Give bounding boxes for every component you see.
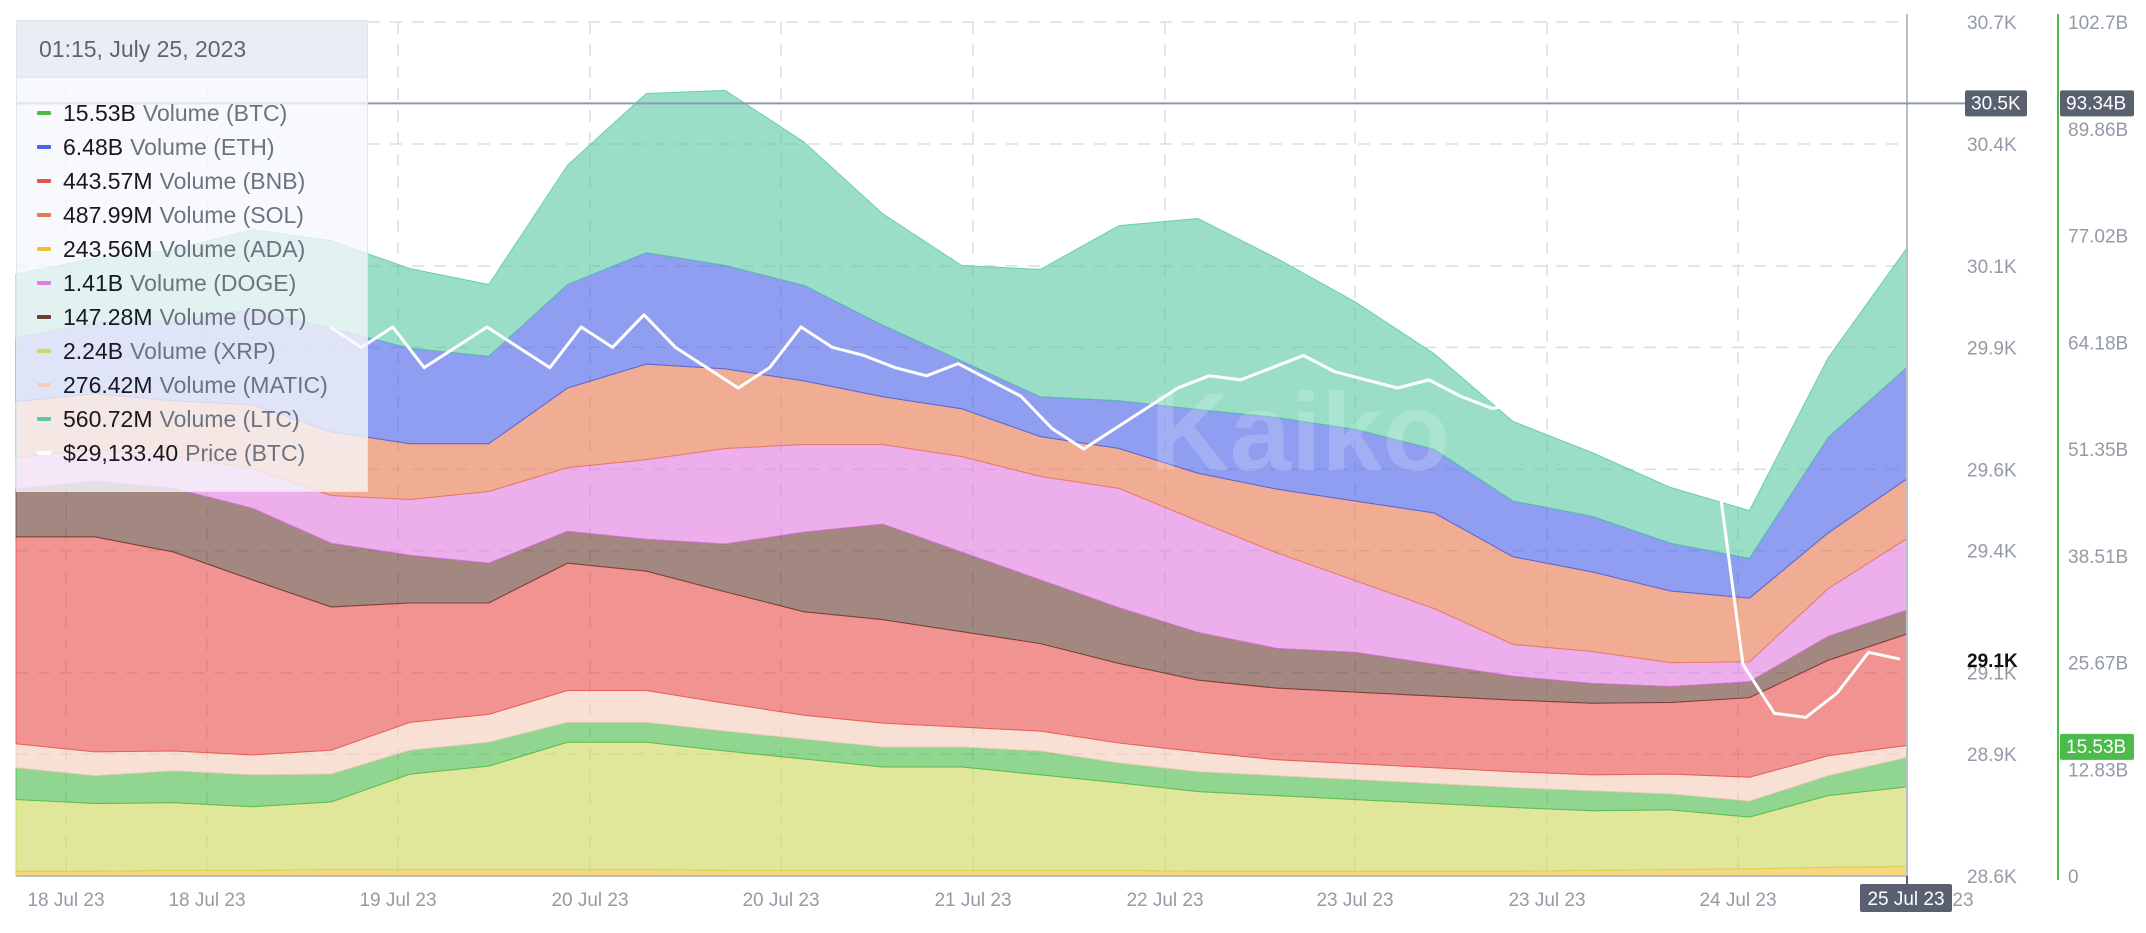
legend-value: 2.24B [63,337,124,364]
time-tick-label: 23 [1952,890,1973,911]
legend-item: 487.99M Volume (SOL) [37,198,367,232]
price-tick-label: 29.6K [1967,460,2017,481]
legend-label: Volume (SOL) [159,201,304,228]
legend-value: 147.28M [63,303,153,330]
legend-swatch [37,315,51,319]
price-tick-label: 28.6K [1967,867,2017,888]
volume-tick-label: 102.7B [2068,13,2128,34]
legend-value: 243.56M [63,235,153,262]
price-tick-label: 28.9K [1967,745,2017,766]
last-price-label: 29.1K [1967,651,2018,672]
price-tick-label: 29.9K [1967,338,2017,359]
volume-tick-label: 25.67B [2068,654,2128,675]
legend-swatch [37,179,51,183]
legend-label: Volume (LTC) [159,405,300,432]
crosshair-volume-label-bg [2060,90,2134,117]
legend-label: Volume (DOGE) [130,269,297,296]
time-tick-label: 19 Jul 23 [359,890,436,911]
price-tick-label: 29.4K [1967,542,2017,563]
time-tick-label: 18 Jul 23 [168,890,245,911]
legend-item: 15.53B Volume (BTC) [37,96,367,130]
last-volume-label-bg [2060,733,2134,760]
legend-value: 560.72M [63,405,153,432]
legend-item: 243.56M Volume (ADA) [37,232,367,266]
crosshair-price-label-bg [1965,90,2027,117]
legend-value: 6.48B [63,133,124,160]
legend-swatch [37,145,51,149]
crosshair-price-label: 30.5K [1971,93,2021,114]
time-tick-label: 22 Jul 23 [1126,890,1203,911]
legend-item: 560.72M Volume (LTC) [37,402,367,436]
volume-tick-label: 77.02B [2068,227,2128,248]
legend-swatch [37,349,51,353]
volume-tick-label: 51.35B [2068,440,2128,461]
time-tick-label: 23 Jul 23 [1316,890,1393,911]
legend-value: 487.99M [63,201,153,228]
price-tick-label: 29.1K [1967,664,2017,685]
last-volume-label: 15.53B [2066,737,2126,758]
volume-tick-label: 12.83B [2068,760,2128,781]
legend-label: Volume (BTC) [142,99,288,126]
legend-label: Volume (XRP) [130,337,276,364]
legend-swatch [37,213,51,217]
volume-tick-label: 89.86B [2068,120,2128,141]
volume-tick-label: 64.18B [2068,333,2128,354]
legend-item: 147.28M Volume (DOT) [37,300,367,334]
legend-value: 276.42M [63,371,153,398]
legend-swatch [37,451,51,455]
legend-item: $29,133.40 Price (BTC) [37,436,367,470]
crosshair-date-label: 25 Jul 23 [1867,889,1944,910]
crosshair-volume-label: 93.34B [2066,93,2126,114]
volume-tick-label: 38.51B [2068,547,2128,568]
volume-tick-label: 0 [2068,867,2079,888]
watermark: Kaiko [1150,371,1450,494]
legend-swatch [37,383,51,387]
price-tick-label: 30.4K [1967,135,2017,156]
legend-value: 1.41B [63,269,124,296]
time-tick-label: 24 Jul 23 [1699,890,1776,911]
crosshair-date-label-bg [1860,884,1952,912]
legend-swatch [37,111,51,115]
time-tick-label: 18 Jul 23 [27,890,104,911]
stacked-areas: Kaiko [15,89,1908,877]
tooltip-legend-panel: 01:15, July 25, 2023 15.53B Volume (BTC) 6… [16,20,368,492]
legend-value: 15.53B [63,99,136,126]
legend-value: $29,133.40 [63,439,179,466]
legend-item: 276.42M Volume (MATIC) [37,368,367,402]
legend-value: 443.57M [63,167,153,194]
time-tick-label: 20 Jul 23 [742,890,819,911]
legend-swatch [37,281,51,285]
tooltip-timestamp: 01:15, July 25, 2023 [17,21,367,78]
legend-item: 6.48B Volume (ETH) [37,130,367,164]
legend-item: 2.24B Volume (XRP) [37,334,367,368]
legend-label: Volume (DOT) [159,303,307,330]
legend-list: 15.53B Volume (BTC) 6.48B Volume (ETH) 443.5… [17,78,367,470]
legend-label: Volume (MATIC) [159,371,328,398]
legend-label: Volume (ADA) [159,235,306,262]
legend-swatch [37,417,51,421]
time-tick-label: 20 Jul 23 [551,890,628,911]
legend-swatch [37,247,51,251]
legend-item: 443.57M Volume (BNB) [37,164,367,198]
price-line [329,313,1901,719]
price-tick-label: 30.1K [1967,257,2017,278]
legend-label: Price (BTC) [185,439,306,466]
legend-label: Volume (BNB) [159,167,306,194]
legend-label: Volume (ETH) [130,133,275,160]
time-tick-label: 21 Jul 23 [934,890,1011,911]
legend-item: 1.41B Volume (DOGE) [37,266,367,300]
price-tick-label: 30.7K [1967,13,2017,34]
time-tick-label: 23 Jul 23 [1508,890,1585,911]
price-line-layer [329,313,1901,719]
